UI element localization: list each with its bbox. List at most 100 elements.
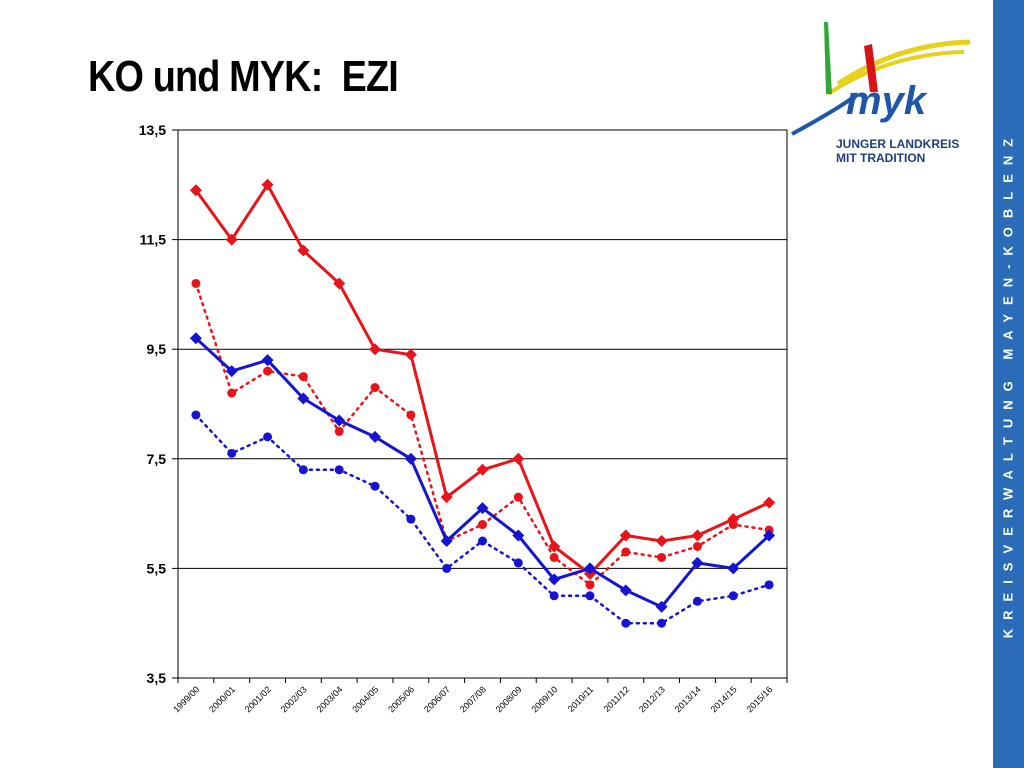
series-3-point [189, 332, 202, 345]
series-2-point [298, 372, 308, 382]
x-tick-label: 2009/10 [529, 684, 559, 714]
logo-swoosh-yellow [826, 39, 971, 96]
series-3-point [691, 556, 704, 569]
side-band [993, 0, 1024, 768]
x-tick-label: 2007/08 [458, 684, 488, 714]
series-1-point [691, 529, 704, 542]
series-1-point [763, 496, 776, 509]
series-2-point [513, 492, 523, 502]
logo-line1: JUNGER LANDKREIS [836, 137, 959, 151]
myk-logo: myk JUNGER LANDKREIS MIT TRADITION [791, 22, 971, 165]
series-3-point [297, 392, 310, 405]
y-tick-label: 13,5 [139, 122, 166, 138]
series-2-point [334, 426, 344, 436]
series-2-point [263, 366, 273, 376]
series-4-point [549, 591, 559, 601]
series-2-point [585, 580, 595, 590]
x-tick-label: 2003/04 [315, 684, 345, 714]
side-band-text: KREISVERWALTUNG MAYEN-KOBLENZ [1000, 129, 1016, 639]
series-3-point [763, 529, 776, 542]
series-3-point [261, 354, 274, 367]
x-tick-label: 2004/05 [350, 684, 380, 714]
series-2-point [621, 547, 631, 557]
y-tick-label: 11,5 [140, 232, 167, 248]
series-4-point [657, 618, 667, 628]
series-2-point [692, 541, 702, 551]
logo-mark-green [824, 22, 832, 94]
series-2-point [191, 278, 201, 288]
series-1-point [619, 529, 632, 542]
x-tick-label: 2001/02 [243, 684, 273, 714]
series-2-point [370, 383, 380, 393]
series-1-point [655, 535, 668, 547]
series-3-point [548, 573, 561, 586]
x-tick-label: 1999/00 [171, 684, 201, 714]
series-4-point [478, 536, 487, 546]
series-3-point [583, 562, 596, 575]
series-2-point [728, 520, 738, 530]
series-3-point [619, 584, 632, 597]
logo-wordmark: myk [846, 79, 928, 123]
series-2-point [406, 410, 416, 420]
series-4-point [728, 591, 738, 601]
series-2-point [478, 520, 487, 530]
series-4-point [442, 563, 452, 573]
y-tick-label: 9,5 [147, 341, 167, 357]
series-4-point [764, 580, 774, 590]
series-4-point [298, 465, 308, 475]
series-1-point [440, 491, 453, 504]
series-3-point [440, 535, 453, 547]
series-1-point [189, 184, 202, 197]
series-3-point [512, 529, 525, 542]
series-1-point [369, 343, 382, 356]
series-4-point [263, 432, 273, 442]
x-tick-label: 2008/09 [494, 684, 524, 714]
series-2-point [227, 388, 237, 398]
series-3-point [727, 562, 740, 575]
x-tick-label: 2014/15 [709, 684, 739, 714]
series-1-point [548, 540, 561, 553]
series-3-point [404, 452, 417, 465]
series-4-point [227, 448, 237, 458]
y-tick-label: 5,5 [147, 560, 167, 576]
series-1-point [261, 178, 274, 191]
series-1-point [476, 463, 489, 476]
series-1-point [512, 452, 525, 465]
x-tick-label: 2011/12 [602, 684, 632, 714]
series-1-point [404, 348, 417, 361]
series-4-point [621, 618, 631, 628]
logo-mark-red [864, 44, 878, 92]
plot-area [177, 129, 788, 679]
x-tick-label: 2000/01 [207, 684, 237, 714]
series-4-point [585, 591, 595, 601]
series-1-point [225, 233, 238, 246]
logo-line2: MIT TRADITION [836, 151, 925, 165]
x-tick-label: 2013/14 [673, 684, 703, 714]
series-2-point [657, 552, 667, 562]
x-tick-label: 2015/16 [744, 684, 774, 714]
y-tick-label: 7,5 [147, 451, 167, 467]
x-tick-label: 2006/07 [422, 684, 452, 714]
series-2-point [549, 552, 559, 562]
x-tick-label: 2005/06 [386, 684, 416, 714]
x-tick-label: 2012/13 [637, 684, 667, 714]
x-tick-label: 2002/03 [279, 684, 309, 714]
series-3-point [476, 502, 489, 515]
series-1-point [297, 244, 310, 257]
y-tick-label: 3,5 [147, 670, 167, 686]
series-3-point [369, 430, 382, 443]
logo-swoosh-blue [791, 92, 860, 136]
series-4-point [692, 596, 702, 606]
series-3-point [655, 600, 668, 613]
series-4-point [334, 465, 344, 475]
slide-title: KO und MYK: EZI [88, 52, 399, 101]
series-1-point [333, 277, 346, 290]
series-4-point [406, 514, 416, 524]
series-3-point [225, 365, 238, 378]
series-4-point [191, 410, 201, 420]
x-tick-label: 2010/11 [566, 684, 596, 714]
series-4-point [513, 558, 523, 568]
series-3-point [333, 414, 346, 427]
series-4-point [370, 481, 380, 491]
